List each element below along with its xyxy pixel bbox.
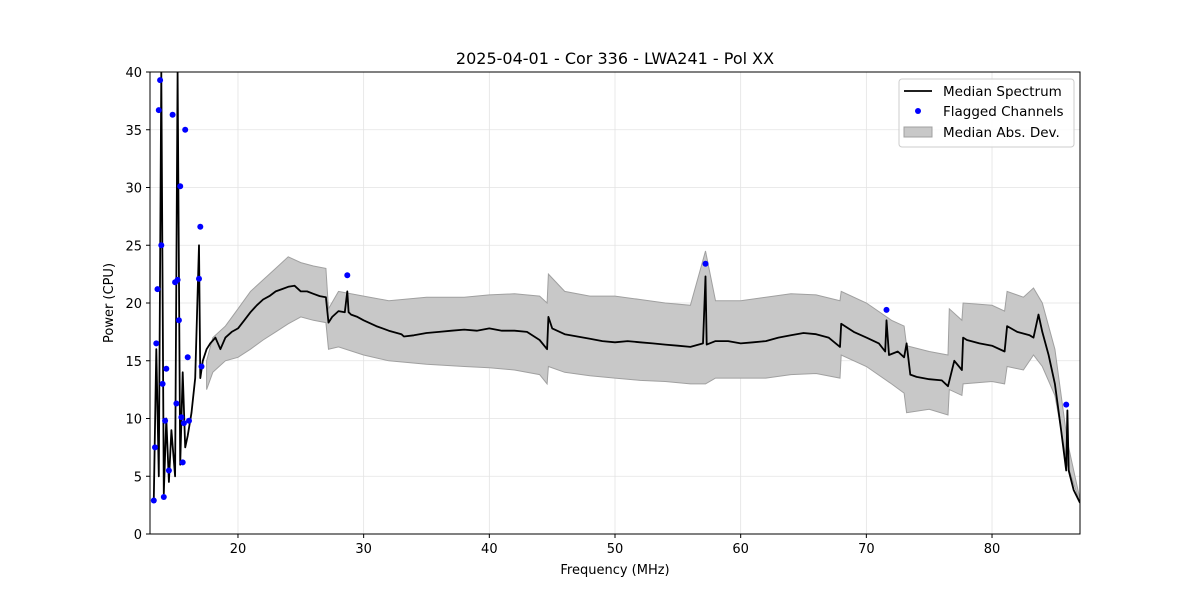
flagged-channel-point bbox=[1063, 401, 1070, 408]
x-tick-label: 80 bbox=[984, 542, 1001, 557]
y-tick-label: 25 bbox=[125, 239, 142, 254]
legend-box bbox=[898, 78, 1075, 148]
flagged-channel-point bbox=[162, 417, 169, 424]
flagged-channel-point bbox=[196, 275, 202, 282]
flagged-channel-point bbox=[154, 286, 161, 293]
median-abs-dev-band bbox=[206, 250, 1080, 503]
plot-area: 20 30 40 50 60 70 80 0 5 10 15 20 25 30 35 40 bbox=[125, 66, 1081, 557]
y-tick-label: 15 bbox=[125, 355, 142, 370]
flagged-channel-point bbox=[182, 126, 189, 133]
y-tick-label: 0 bbox=[134, 528, 142, 543]
flagged-channel-point bbox=[155, 107, 162, 114]
y-tick-label: 5 bbox=[134, 470, 142, 485]
flagged-channel-point bbox=[152, 444, 158, 451]
flagged-channel-point bbox=[165, 467, 172, 474]
x-tick-label: 30 bbox=[355, 542, 372, 557]
flagged-channel-point bbox=[186, 417, 192, 424]
flagged-channel-point bbox=[158, 242, 165, 249]
flagged-channel-point bbox=[157, 77, 164, 84]
x-tick-label: 70 bbox=[858, 542, 875, 557]
y-tick-label: 10 bbox=[125, 413, 142, 428]
flagged-channel-point bbox=[178, 414, 185, 421]
x-axis-label: Frequency (MHz) bbox=[560, 563, 669, 578]
plot-series bbox=[152, 72, 1080, 504]
x-tick-label: 60 bbox=[732, 542, 749, 557]
legend-point-swatch bbox=[915, 108, 921, 114]
legend-label: Flagged Channels bbox=[943, 104, 1064, 120]
flagged-channel-point bbox=[197, 223, 204, 230]
y-tick-label: 30 bbox=[125, 182, 142, 197]
legend-band-swatch bbox=[903, 126, 933, 138]
chart-title: 2025-04-01 - Cor 336 - LWA241 - Pol XX bbox=[456, 49, 774, 68]
flagged-channel-point bbox=[180, 420, 187, 427]
y-axis-label: Power (CPU) bbox=[102, 263, 117, 343]
flagged-channel-point bbox=[159, 380, 166, 387]
flagged-channel-point bbox=[160, 494, 167, 500]
flagged-channel-point bbox=[344, 272, 351, 279]
legend-label: Median Spectrum bbox=[943, 84, 1062, 100]
flagged-channel-point bbox=[169, 111, 176, 118]
flagged-channel-point bbox=[179, 459, 186, 466]
flagged-channel-point bbox=[153, 340, 160, 347]
flagged-channel-point bbox=[173, 400, 180, 407]
median-spectrum-line bbox=[152, 72, 1080, 504]
x-tick-label: 50 bbox=[607, 542, 624, 557]
flagged-channel-point bbox=[883, 306, 890, 313]
y-tick-label: 40 bbox=[125, 66, 142, 81]
x-tick-label: 40 bbox=[481, 542, 498, 557]
y-tick-label: 20 bbox=[125, 297, 142, 312]
flagged-channel-point bbox=[175, 317, 182, 324]
flagged-channel-point bbox=[198, 363, 205, 370]
flagged-channel-point bbox=[184, 354, 191, 361]
flagged-channel-point bbox=[177, 183, 184, 190]
flagged-channel-point bbox=[163, 365, 170, 372]
y-tick-label: 35 bbox=[125, 124, 142, 139]
flagged-channel-point bbox=[702, 260, 709, 267]
flagged-channel-point bbox=[150, 497, 157, 504]
flagged-channel-point bbox=[174, 276, 181, 283]
legend: Median Spectrum Flagged Channels Median Ab… bbox=[898, 78, 1075, 148]
legend-label: Median Abs. Dev. bbox=[943, 125, 1060, 141]
x-tick-label: 20 bbox=[230, 542, 247, 557]
